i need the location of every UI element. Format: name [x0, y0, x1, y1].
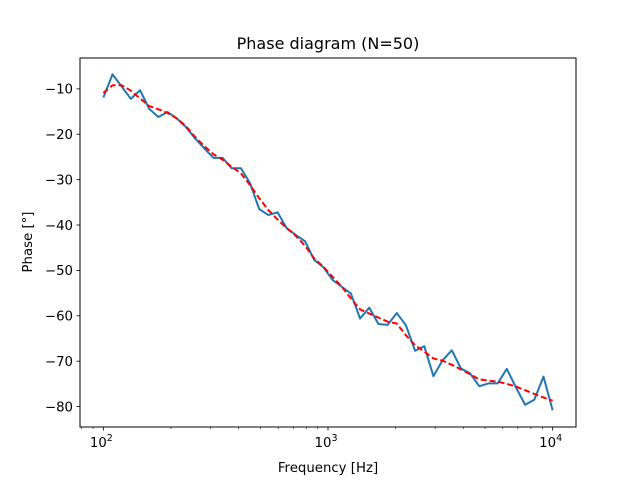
y-tick-label: −30 [45, 173, 73, 188]
x-tick-base: 10 [315, 436, 332, 451]
y-axis-ticks: −10 −20 −30 −40 −50 −60 −70 −80 [45, 83, 80, 415]
x-tick-label: 103 [315, 433, 338, 451]
y-tick-label: −40 [45, 219, 73, 234]
x-tick-exponent: 2 [107, 433, 113, 444]
chart-title: Phase diagram (N=50) [237, 34, 420, 53]
y-tick-label: −60 [45, 310, 73, 325]
x-axis-label: Frequency [Hz] [278, 461, 378, 476]
axes-frame [79, 57, 577, 428]
x-tick-label: 104 [539, 433, 562, 451]
y-tick-label: −50 [45, 264, 73, 279]
data-line-series [102, 73, 554, 411]
y-tick-label: −80 [45, 400, 73, 415]
y-tick-label: −20 [45, 128, 73, 143]
y-axis-label: Phase [°] [21, 212, 36, 273]
x-tick-base: 10 [539, 436, 556, 451]
x-tick-exponent: 4 [556, 433, 562, 444]
x-tick-label: 102 [90, 433, 113, 451]
fit-line-series [102, 84, 553, 402]
plot-area [102, 73, 554, 411]
x-tick-base: 10 [90, 436, 107, 451]
x-tick-exponent: 3 [331, 433, 337, 444]
y-tick-label: −10 [45, 83, 73, 98]
y-tick-label: −70 [45, 355, 73, 370]
